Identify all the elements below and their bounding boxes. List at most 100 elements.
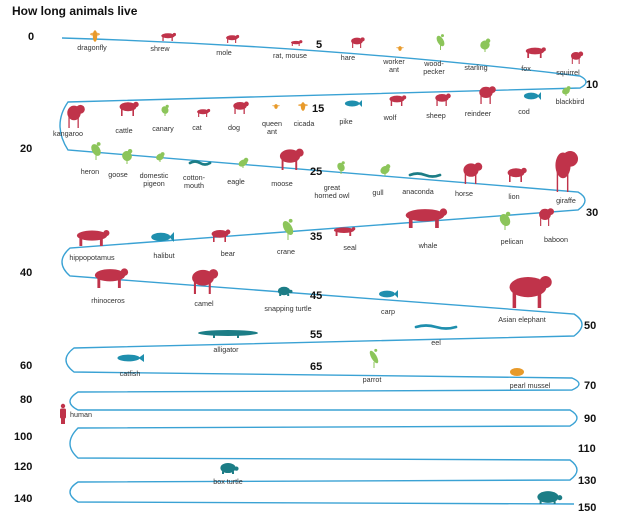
kangaroo-icon (67, 104, 85, 128)
fox-icon (525, 47, 546, 58)
human-icon (60, 403, 66, 424)
animal-label: domestic pigeon (140, 171, 169, 188)
timeline-line (59, 37, 587, 505)
alligator-icon (198, 330, 258, 338)
animal-label: pelican (501, 237, 524, 246)
hare-icon (351, 37, 365, 48)
eagle-icon (238, 157, 249, 168)
year-number: 20 (20, 143, 32, 155)
snapping-turtle-icon (277, 286, 293, 296)
bear-icon (211, 229, 231, 242)
horse-icon (463, 162, 483, 184)
goose-icon (122, 148, 133, 164)
animal-label: alligator (213, 345, 239, 354)
crane-icon (282, 218, 294, 240)
sheep-icon (435, 93, 451, 106)
year-number: 130 (578, 475, 596, 487)
owl-icon (337, 161, 345, 174)
year-number: 60 (20, 360, 32, 372)
animal-label: kangaroo (53, 129, 83, 138)
hippo-icon (76, 229, 110, 246)
year-number: 55 (310, 329, 322, 341)
animal-label: shrew (150, 44, 170, 53)
year-number: 25 (310, 166, 322, 178)
dog-icon (233, 101, 249, 114)
tortoise-icon (537, 491, 563, 504)
animal-label: dragonfly (77, 43, 107, 52)
animal-label: lion (508, 192, 519, 201)
animal-label: wood-pecker (423, 59, 445, 76)
animal-label: blackbird (556, 97, 585, 106)
animal-label: hippopotamus (69, 253, 115, 262)
animal-label: eel (431, 338, 441, 347)
cicada-icon (298, 102, 308, 111)
animal-label: crane (277, 247, 295, 256)
animal-label: dog (228, 123, 240, 132)
cod-icon (523, 92, 541, 100)
squirrel-icon (570, 51, 584, 64)
anaconda-icon (408, 172, 442, 178)
year-number: 50 (584, 320, 596, 332)
animal-label: sheep (426, 111, 446, 120)
year-number: 15 (312, 103, 324, 115)
wolf-icon (389, 95, 407, 106)
animal-label: Asian elephant (498, 315, 546, 324)
animal-label: carp (381, 307, 395, 316)
animal-label: rat, mouse (273, 51, 307, 60)
animal-label: cat (192, 123, 202, 132)
year-number: 90 (584, 413, 596, 425)
animal-label: canary (152, 124, 174, 133)
animal-label: queen ant (262, 119, 282, 136)
timeline-track (59, 37, 587, 505)
year-number: 10 (586, 79, 598, 91)
year-number: 30 (586, 207, 598, 219)
year-number: 120 (14, 461, 32, 473)
animal-icons (60, 30, 584, 504)
animal-label: giraffe (556, 196, 576, 205)
year-number: 45 (310, 290, 322, 302)
carp-icon (379, 290, 398, 298)
animal-label: halibut (153, 251, 174, 260)
animal-label: wolf (383, 113, 397, 122)
animal-label: horse (455, 189, 473, 198)
animal-label: goose (108, 170, 128, 179)
cattle-icon (119, 101, 139, 116)
animal-label: snapping turtle (264, 304, 311, 313)
animal-label: cicada (294, 119, 315, 128)
lion-icon (507, 167, 527, 182)
animal-label: great horned owl (314, 183, 350, 200)
year-number: 5 (316, 39, 322, 51)
animal-label: eagle (227, 177, 245, 186)
animal-label: cotton-mouth (183, 173, 206, 190)
year-number: 65 (310, 361, 322, 373)
box-turtle-icon (220, 462, 239, 474)
animal-label: gull (372, 188, 384, 197)
animal-label: box turtle (213, 477, 243, 486)
year-number: 80 (20, 394, 32, 406)
animal-label: seal (343, 243, 357, 252)
animal-label: whale (418, 241, 438, 250)
diagram-title: How long animals live (12, 4, 138, 18)
dragonfly-icon (90, 30, 100, 42)
pigeon-icon (156, 152, 165, 162)
canary-icon (161, 104, 169, 116)
rat-mouse-icon (290, 40, 303, 46)
camel-icon (192, 269, 219, 294)
animal-label: baboon (544, 235, 568, 244)
animal-label: catfish (120, 369, 141, 378)
whale-icon (405, 208, 448, 228)
year-number: 40 (20, 267, 32, 279)
year-number: 35 (310, 231, 322, 243)
queen-ant-icon (272, 104, 280, 109)
year-number: 140 (14, 493, 32, 505)
shrew-icon (161, 32, 176, 41)
animal-labels: dragonfly shrew mole rat, mouse hare worker an… (53, 43, 584, 486)
catfish-icon (117, 354, 144, 362)
animal-label: parrot (363, 375, 382, 384)
animal-label: camel (194, 299, 214, 308)
year-number: 0 (28, 31, 34, 43)
woodpecker-icon (436, 34, 445, 50)
animal-label: bear (221, 249, 236, 258)
year-number: 150 (578, 502, 596, 512)
